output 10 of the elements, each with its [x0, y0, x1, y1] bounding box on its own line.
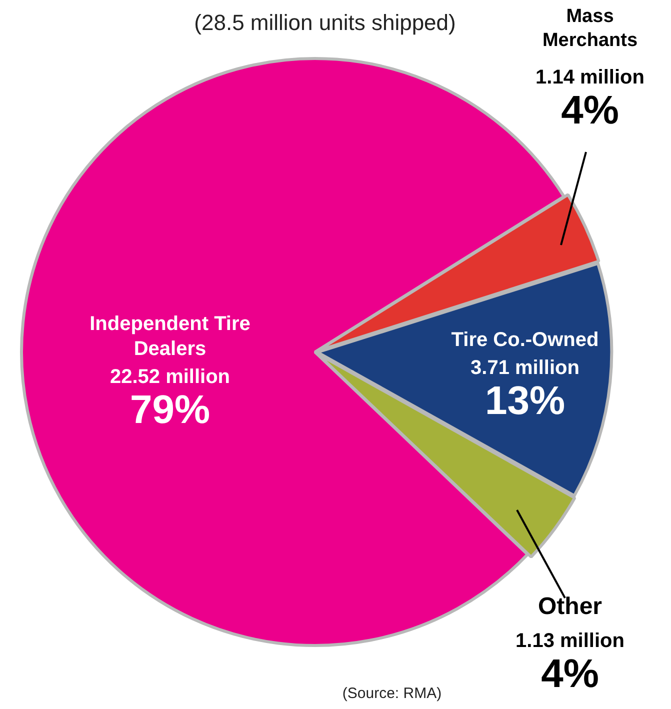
chart-subtitle: (28.5 million units shipped) [194, 10, 456, 35]
data-label: 1.14 million 4% [536, 66, 644, 132]
slice-label: Other [538, 593, 602, 620]
data-label: 22.52 million 79% [110, 366, 230, 432]
slice-label: Independent Tire Dealers [90, 313, 250, 360]
slice-label: Mass Merchants [542, 6, 638, 51]
slice-label: Tire Co.-Owned [451, 329, 599, 351]
data-label: 3.71 million 13% [470, 357, 580, 423]
data-label: 1.13 million 4% [516, 630, 624, 696]
text: (Source: RMA) [342, 685, 442, 702]
